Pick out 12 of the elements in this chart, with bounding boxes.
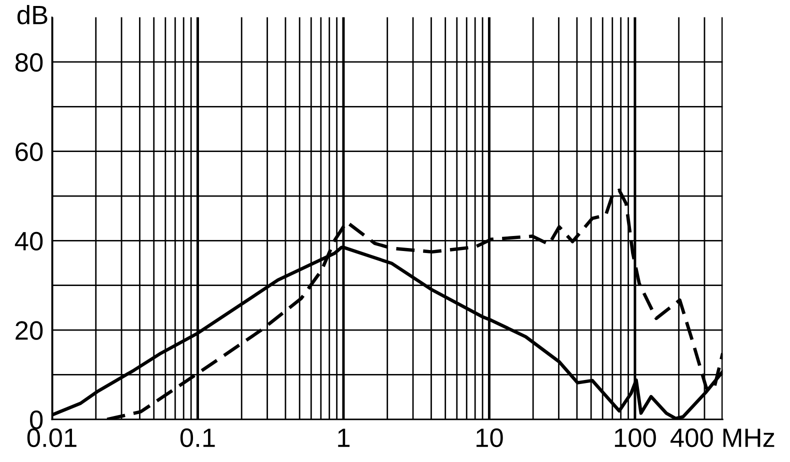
y-tick-label: 0	[30, 410, 43, 430]
y-tick-label: 40	[14, 232, 43, 251]
x-tick-label: 400 MHz	[670, 428, 774, 448]
x-tick-label: 100	[614, 428, 656, 448]
y-axis-title: dB	[17, 5, 48, 24]
x-tick-label: 10	[476, 428, 503, 448]
y-tick-label: 20	[16, 321, 43, 340]
y-tick-label: 60	[16, 142, 43, 162]
x-tick-label: 0.01	[27, 428, 76, 448]
y-tick-label: 80	[15, 53, 43, 72]
x-tick-label: 0.1	[180, 428, 215, 448]
x-tick-label: 1	[338, 428, 350, 447]
